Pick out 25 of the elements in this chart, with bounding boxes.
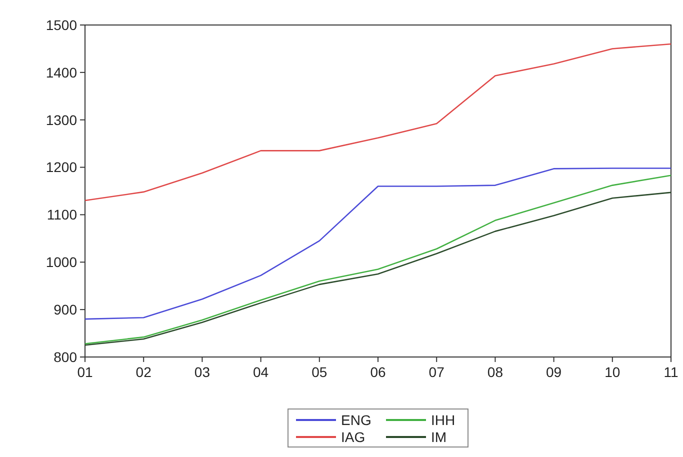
line-series xyxy=(84,168,672,320)
x-tick-label: 09 xyxy=(546,364,562,380)
x-tick-label: 08 xyxy=(487,364,504,380)
legend-label: IM xyxy=(431,428,447,445)
legend-label: IAG xyxy=(341,428,366,445)
y-tick-label: 1100 xyxy=(46,206,78,223)
y-tick-label: 1000 xyxy=(46,254,78,270)
line-series xyxy=(84,43,672,202)
legend-label: ENG xyxy=(341,412,372,428)
y-tick-label: 1300 xyxy=(46,112,78,128)
y-tick-label: 1500 xyxy=(46,16,78,33)
y-tick-label: 800 xyxy=(54,348,78,365)
y-tick-label: 1200 xyxy=(46,159,78,176)
x-tick-label: 03 xyxy=(194,364,210,380)
x-tick-label: 06 xyxy=(370,364,386,380)
x-tick-label: 05 xyxy=(312,364,328,380)
x-tick-label: 04 xyxy=(253,364,269,380)
x-tick-label: 02 xyxy=(136,364,152,380)
y-tick-label: 1400 xyxy=(46,64,78,80)
y-tick-label: 900 xyxy=(54,301,78,318)
x-tick-label: 07 xyxy=(428,364,445,380)
legend-label: IHH xyxy=(431,412,456,428)
x-tick-label: 11 xyxy=(664,364,678,380)
x-tick-label: 01 xyxy=(77,364,93,380)
x-tick-label: 10 xyxy=(604,364,620,380)
